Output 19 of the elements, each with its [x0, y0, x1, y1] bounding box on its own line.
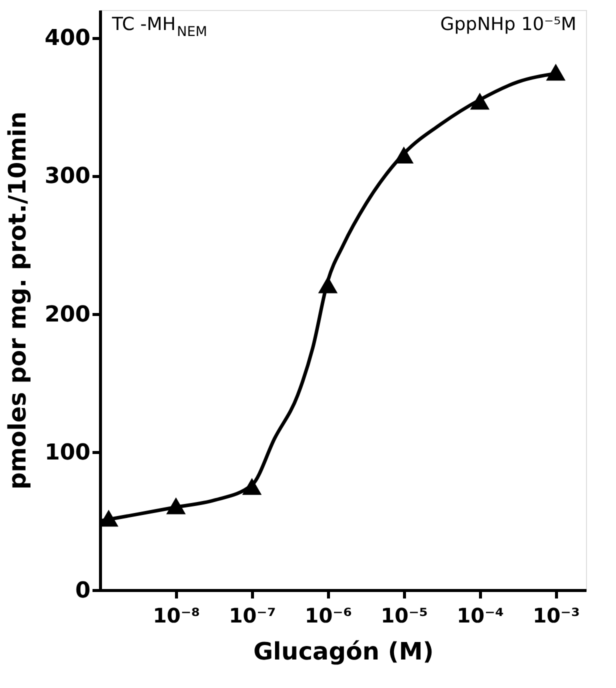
y-tick-label: 400 — [44, 26, 90, 52]
y-tick-label: 300 — [44, 164, 90, 190]
x-tick-label: 10⁻⁶ — [304, 604, 352, 628]
y-tick-label: 100 — [44, 440, 90, 466]
y-tick-label: 200 — [44, 302, 90, 328]
x-axis-title: Glucagón (M) — [253, 638, 434, 666]
y-axis-title: pmoles por mg. prot./10min — [4, 112, 32, 490]
x-tick-label: 10⁻⁴ — [456, 604, 504, 628]
annotation: GppNHp 10⁻⁵M — [440, 14, 576, 35]
point — [166, 497, 186, 514]
y-tick-label: 0 — [75, 578, 90, 604]
x-tick-label: 10⁻⁷ — [228, 604, 276, 628]
point — [470, 92, 490, 110]
point — [242, 478, 262, 495]
point — [318, 276, 338, 294]
x-tick-label: 10⁻³ — [532, 604, 580, 628]
x-tick-label: 10⁻⁵ — [380, 604, 428, 628]
point — [546, 64, 566, 81]
x-tick-label: 10⁻⁸ — [152, 604, 200, 628]
